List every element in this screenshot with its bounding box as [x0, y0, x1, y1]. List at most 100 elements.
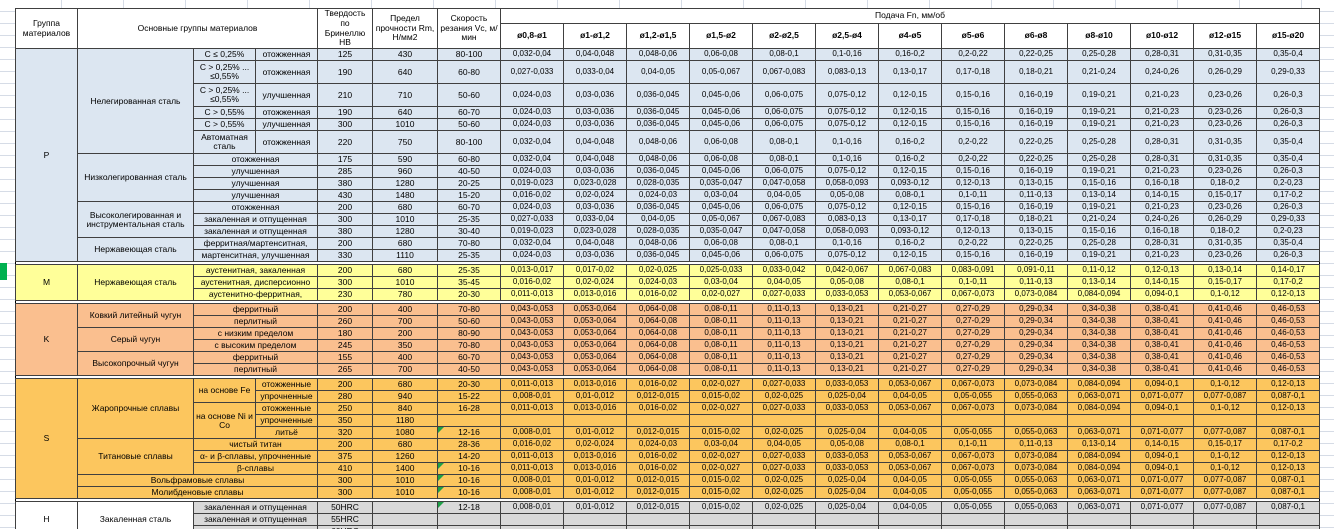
- feed-value-cell[interactable]: 0,18-0,2: [1193, 177, 1257, 191]
- table-cell[interactable]: 680: [372, 438, 438, 452]
- diameter-column-header[interactable]: ø12-ø15: [1193, 22, 1257, 50]
- feed-value-cell[interactable]: 0,02-0,025: [752, 390, 816, 404]
- feed-value-cell[interactable]: 0,04-0,05: [752, 189, 816, 203]
- feed-value-cell[interactable]: [941, 513, 1005, 527]
- feed-value-cell[interactable]: [1067, 525, 1131, 529]
- table-cell[interactable]: 710: [372, 83, 438, 108]
- feed-value-cell[interactable]: 0,015-0,02: [689, 486, 753, 500]
- feed-value-cell[interactable]: 0,12-0,13: [941, 177, 1005, 191]
- feed-value-cell[interactable]: 0,075-0,12: [815, 83, 879, 108]
- feed-value-cell[interactable]: 0,016-0,02: [626, 450, 690, 464]
- feed-value-cell[interactable]: 0,38-0,41: [1130, 339, 1194, 353]
- feed-value-cell[interactable]: 0,064-0,08: [626, 351, 690, 365]
- feed-value-cell[interactable]: 0,08-0,1: [878, 438, 942, 452]
- table-cell[interactable]: 220: [317, 130, 373, 155]
- feed-value-cell[interactable]: 0,087-0,1: [1256, 486, 1320, 500]
- diameter-column-header[interactable]: ø5-ø6: [941, 22, 1005, 50]
- table-cell[interactable]: 640: [372, 106, 438, 120]
- feed-value-cell[interactable]: 0,27-0,29: [941, 351, 1005, 365]
- table-cell[interactable]: S: [15, 378, 78, 500]
- feed-value-cell[interactable]: 0,032-0,04: [500, 48, 564, 62]
- table-cell[interactable]: 20-30: [437, 378, 501, 392]
- column-header[interactable]: Группа материалов: [15, 7, 78, 50]
- table-cell[interactable]: Серый чугун: [77, 327, 194, 353]
- feed-value-cell[interactable]: 0,053-0,064: [563, 351, 627, 365]
- feed-value-cell[interactable]: 0,016-0,02: [500, 189, 564, 203]
- feed-value-cell[interactable]: 0,11-0,13: [752, 327, 816, 341]
- table-cell[interactable]: 200: [317, 264, 373, 278]
- table-cell[interactable]: 640: [372, 60, 438, 85]
- table-cell[interactable]: с низким пределом: [193, 327, 318, 341]
- feed-value-cell[interactable]: 0,31-0,35: [1193, 153, 1257, 167]
- feed-value-cell[interactable]: 0,094-0,1: [1130, 402, 1194, 416]
- feed-value-cell[interactable]: 0,11-0,13: [1004, 438, 1068, 452]
- feed-value-cell[interactable]: 0,38-0,41: [1130, 351, 1194, 365]
- feed-value-cell[interactable]: [1193, 525, 1257, 529]
- feed-value-cell[interactable]: 0,41-0,46: [1193, 327, 1257, 341]
- feed-value-cell[interactable]: 0,053-0,064: [563, 363, 627, 377]
- feed-value-cell[interactable]: 0,13-0,21: [815, 351, 879, 365]
- table-cell[interactable]: 1280: [372, 225, 438, 239]
- feed-value-cell[interactable]: 0,067-0,083: [752, 213, 816, 227]
- feed-value-cell[interactable]: 0,13-0,17: [878, 213, 942, 227]
- feed-value-cell[interactable]: 0,053-0,067: [878, 462, 942, 476]
- feed-value-cell[interactable]: [815, 525, 879, 529]
- feed-value-cell[interactable]: 0,13-0,21: [815, 327, 879, 341]
- table-cell[interactable]: 80-90: [437, 327, 501, 341]
- feed-value-cell[interactable]: [1004, 513, 1068, 527]
- feed-value-cell[interactable]: 0,19-0,21: [1067, 249, 1131, 263]
- feed-value-cell[interactable]: 0,075-0,12: [815, 165, 879, 179]
- feed-value-cell[interactable]: 0,064-0,08: [626, 339, 690, 353]
- table-cell[interactable]: C > 0,25% ... ≤0,55%: [193, 60, 256, 85]
- table-cell[interactable]: 330: [317, 249, 373, 263]
- feed-value-cell[interactable]: 0,02-0,027: [689, 378, 753, 392]
- feed-value-cell[interactable]: 0,18-0,2: [1193, 225, 1257, 239]
- feed-value-cell[interactable]: 0,043-0,053: [500, 339, 564, 353]
- feed-value-cell[interactable]: 0,048-0,06: [626, 237, 690, 251]
- feed-value-cell[interactable]: 0,35-0,4: [1256, 48, 1320, 62]
- feed-value-cell[interactable]: 0,34-0,38: [1067, 327, 1131, 341]
- feed-value-cell[interactable]: 0,064-0,08: [626, 327, 690, 341]
- feed-value-cell[interactable]: [563, 414, 627, 428]
- table-cell[interactable]: аустенитная, дисперсионно: [193, 276, 318, 290]
- feed-value-cell[interactable]: 0,01-0,012: [563, 486, 627, 500]
- column-header[interactable]: Скорость резания Vc, м/мин: [437, 7, 501, 50]
- feed-value-cell[interactable]: 0,13-0,15: [1004, 177, 1068, 191]
- feed-value-cell[interactable]: [626, 525, 690, 529]
- table-cell[interactable]: 28-36: [437, 438, 501, 452]
- feed-value-cell[interactable]: 0,087-0,1: [1256, 426, 1320, 440]
- table-cell[interactable]: 940: [372, 390, 438, 404]
- table-cell[interactable]: упрочненные: [255, 390, 318, 404]
- table-cell[interactable]: Высокопрочный чугун: [77, 351, 194, 377]
- feed-value-cell[interactable]: 0,29-0,34: [1004, 327, 1068, 341]
- feed-value-cell[interactable]: 0,025-0,04: [815, 426, 879, 440]
- feed-value-cell[interactable]: 0,075-0,12: [815, 249, 879, 263]
- feed-value-cell[interactable]: 0,2-0,22: [941, 130, 1005, 155]
- table-cell[interactable]: 14-20: [437, 450, 501, 464]
- table-cell[interactable]: 60-70: [437, 201, 501, 215]
- feed-value-cell[interactable]: 0,26-0,3: [1256, 249, 1320, 263]
- feed-value-cell[interactable]: 0,13-0,21: [815, 315, 879, 329]
- table-cell[interactable]: 260: [317, 315, 373, 329]
- table-cell[interactable]: 300: [317, 474, 373, 488]
- feed-value-cell[interactable]: 0,06-0,075: [752, 165, 816, 179]
- feed-value-cell[interactable]: 0,05-0,055: [941, 426, 1005, 440]
- feed-value-cell[interactable]: 0,21-0,24: [1067, 213, 1131, 227]
- feed-value-cell[interactable]: 0,15-0,17: [1193, 276, 1257, 290]
- feed-value-cell[interactable]: 0,073-0,084: [1004, 402, 1068, 416]
- feed-value-cell[interactable]: 0,083-0,13: [815, 213, 879, 227]
- diameter-column-header[interactable]: ø15-ø20: [1256, 22, 1320, 50]
- feed-value-cell[interactable]: 0,12-0,15: [878, 249, 942, 263]
- feed-value-cell[interactable]: 0,055-0,063: [1004, 501, 1068, 515]
- feed-value-cell[interactable]: 0,073-0,084: [1004, 378, 1068, 392]
- feed-value-cell[interactable]: 0,15-0,17: [1193, 189, 1257, 203]
- feed-value-cell[interactable]: 0,12-0,15: [878, 83, 942, 108]
- feed-value-cell[interactable]: 0,11-0,12: [1067, 264, 1131, 278]
- diameter-column-header[interactable]: ø4-ø5: [878, 22, 942, 50]
- table-cell[interactable]: 16-28: [437, 402, 501, 416]
- feed-value-cell[interactable]: 0,045-0,06: [689, 249, 753, 263]
- table-cell[interactable]: 200: [317, 378, 373, 392]
- feed-value-cell[interactable]: 0,011-0,013: [500, 450, 564, 464]
- table-cell[interactable]: 300: [317, 486, 373, 500]
- feed-value-cell[interactable]: 0,048-0,06: [626, 48, 690, 62]
